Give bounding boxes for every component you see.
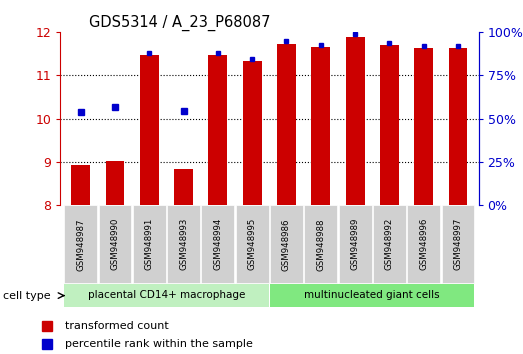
Bar [243,61,262,205]
Bar [71,165,90,205]
Text: GSM948987: GSM948987 [76,218,85,270]
Text: percentile rank within the sample: percentile rank within the sample [65,339,253,349]
Bar [311,47,330,205]
Bar [140,55,159,205]
Text: GSM948990: GSM948990 [110,218,120,270]
Text: multinucleated giant cells: multinucleated giant cells [304,290,440,300]
Text: GDS5314 / A_23_P68087: GDS5314 / A_23_P68087 [89,14,271,30]
Text: GSM948992: GSM948992 [385,218,394,270]
Text: GSM948991: GSM948991 [145,218,154,270]
Text: GSM948995: GSM948995 [248,218,257,270]
Bar [174,169,193,205]
Text: GSM948989: GSM948989 [350,218,360,270]
Bar [236,205,269,283]
Bar [346,37,365,205]
Text: GSM948988: GSM948988 [316,218,325,270]
Bar [304,205,337,283]
Text: transformed count: transformed count [65,321,168,331]
Bar [373,205,406,283]
Text: cell type: cell type [3,291,50,301]
Text: GSM948996: GSM948996 [419,218,428,270]
Bar [98,205,131,283]
Bar [380,45,399,205]
Bar [209,55,228,205]
Bar [133,205,166,283]
Bar [106,161,124,205]
Text: placental CD14+ macrophage: placental CD14+ macrophage [88,290,245,300]
Bar [441,205,474,283]
Bar [201,205,234,283]
Bar [338,205,371,283]
Text: GSM948993: GSM948993 [179,218,188,270]
Text: GSM948997: GSM948997 [453,218,462,270]
Bar [64,285,269,307]
Bar [449,48,468,205]
Bar [270,205,303,283]
Bar [270,285,474,307]
Text: GSM948986: GSM948986 [282,218,291,270]
Text: GSM948994: GSM948994 [213,218,222,270]
Bar [407,205,440,283]
Bar [414,48,433,205]
Bar [64,205,97,283]
Bar [167,205,200,283]
Bar [277,44,296,205]
